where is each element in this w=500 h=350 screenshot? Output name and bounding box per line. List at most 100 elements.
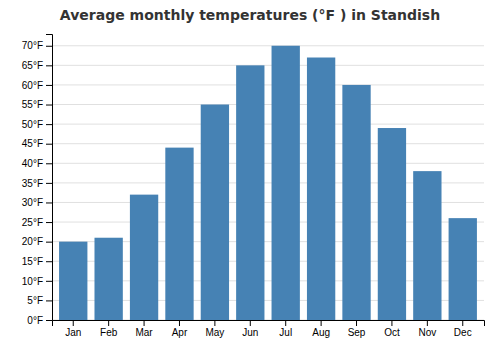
bars	[59, 46, 477, 320]
bar	[307, 58, 335, 320]
tick: Aug	[312, 320, 330, 338]
y-axis: 0°F 5°F 10°F 15°F 20°F 25°F 30°F 35°F 40°F 45°F 50…	[22, 35, 53, 326]
tick-label: 55°F	[22, 99, 43, 110]
tick-mark	[46, 46, 52, 47]
tick-mark	[214, 320, 215, 326]
tick-mark	[250, 320, 251, 326]
tick-mark	[46, 183, 52, 184]
tick-mark	[179, 320, 180, 326]
bar	[449, 218, 477, 320]
tick-label: 30°F	[22, 197, 43, 208]
tick: Jun	[242, 320, 258, 338]
tick-label: May	[205, 327, 224, 338]
grid-line	[52, 143, 484, 144]
bar	[59, 242, 87, 320]
tick: 15°F	[22, 256, 52, 267]
tick: 20°F	[22, 236, 52, 247]
tick-label: 10°F	[22, 276, 43, 287]
tick-mark	[356, 320, 357, 326]
bar	[236, 65, 264, 320]
tick: 10°F	[22, 276, 52, 287]
tick-label: Oct	[384, 327, 400, 338]
tick-mark	[144, 320, 145, 326]
tick: 65°F	[22, 60, 52, 71]
tick-label: 60°F	[22, 80, 43, 91]
tick-label: 0°F	[27, 315, 43, 326]
tick-label: 35°F	[22, 178, 43, 189]
tick: Jul	[279, 320, 292, 338]
tick: 60°F	[22, 80, 52, 91]
tick: 55°F	[22, 99, 52, 110]
tick: Sep	[348, 320, 366, 338]
plot: 0°F 5°F 10°F 15°F 20°F 25°F 30°F 35°F 40°F 45°F 50…	[22, 35, 485, 339]
tick-label: Aug	[312, 327, 330, 338]
bar	[378, 128, 406, 320]
tick-label: 20°F	[22, 236, 43, 247]
tick-label: Mar	[135, 327, 153, 338]
x-axis: Jan Feb Mar Apr May Jun Jul Aug Sep Oct Nov Dec	[53, 320, 485, 338]
tick-mark	[46, 320, 52, 321]
tick-mark	[46, 281, 52, 282]
tick-mark	[46, 202, 52, 203]
tick: Dec	[454, 320, 472, 338]
tick-mark	[46, 85, 52, 86]
tick: 30°F	[22, 197, 52, 208]
tick-mark	[46, 222, 52, 223]
tick: 25°F	[22, 217, 52, 228]
tick-mark	[46, 65, 52, 66]
title: Average monthly temperatures (°F ) in St…	[60, 7, 440, 23]
tick-mark	[46, 261, 52, 262]
tick-label: 50°F	[22, 119, 43, 130]
tick: Apr	[172, 320, 188, 338]
tick-mark	[321, 320, 322, 326]
chart: Average monthly temperatures (°F ) in St…	[0, 0, 500, 350]
tick-mark	[46, 124, 52, 125]
tick: 35°F	[22, 178, 52, 189]
tick-mark	[46, 144, 52, 145]
bar	[201, 105, 229, 320]
tick-label: 65°F	[22, 60, 43, 71]
bar	[272, 46, 300, 320]
tick-label: 45°F	[22, 138, 43, 149]
grid-line	[52, 45, 484, 46]
tick: 45°F	[22, 138, 52, 149]
tick-label: Sep	[348, 327, 366, 338]
axis-line	[46, 35, 53, 321]
tick-mark	[427, 320, 428, 326]
tick: Mar	[135, 320, 153, 338]
tick-mark	[46, 242, 52, 243]
tick: Oct	[384, 320, 400, 338]
tick-label: 15°F	[22, 256, 43, 267]
grid	[52, 46, 484, 320]
tick-mark	[46, 105, 52, 106]
tick-mark	[462, 320, 463, 326]
tick: Nov	[418, 320, 436, 338]
tick: 70°F	[22, 40, 52, 51]
tick-label: Jul	[279, 327, 292, 338]
tick-label: Jun	[242, 327, 258, 338]
grid-line	[52, 84, 484, 85]
tick-label: Feb	[100, 327, 118, 338]
tick-mark	[108, 320, 109, 326]
tick-label: 40°F	[22, 158, 43, 169]
axis-line	[53, 321, 485, 327]
tick-mark	[285, 320, 286, 326]
bar	[413, 171, 441, 320]
tick-label: Nov	[418, 327, 436, 338]
tick: 5°F	[27, 295, 52, 306]
bar	[165, 148, 193, 320]
tick-mark	[46, 163, 52, 164]
tick-mark	[46, 300, 52, 301]
tick: Feb	[100, 320, 118, 338]
tick: 0°F	[27, 315, 52, 326]
tick-label: Apr	[172, 327, 188, 338]
tick-label: 5°F	[27, 295, 43, 306]
grid-line	[52, 65, 484, 66]
tick: May	[205, 320, 224, 338]
tick-label: Jan	[65, 327, 81, 338]
tick-mark	[391, 320, 392, 326]
tick: 50°F	[22, 119, 52, 130]
grid-line	[52, 163, 484, 164]
tick: 40°F	[22, 158, 52, 169]
tick: Jan	[65, 320, 81, 338]
